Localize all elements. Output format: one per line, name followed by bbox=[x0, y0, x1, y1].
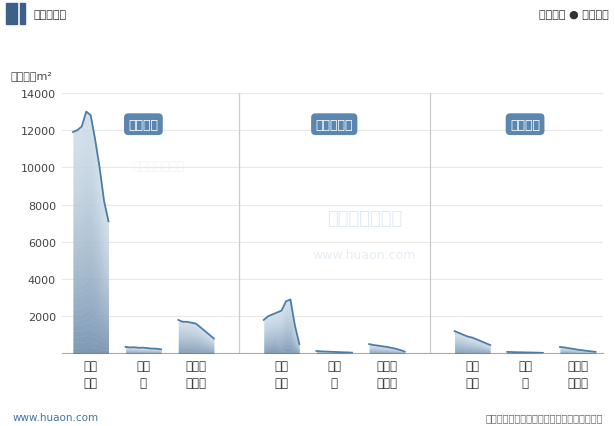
Bar bbox=[20, 4, 25, 26]
Text: 新开工面积: 新开工面积 bbox=[315, 118, 353, 131]
Text: www.huaon.com: www.huaon.com bbox=[313, 248, 416, 261]
Text: 单位：万m²: 单位：万m² bbox=[10, 71, 52, 81]
Text: 华经情报网: 华经情报网 bbox=[34, 10, 67, 20]
Text: 竣工面积: 竣工面积 bbox=[510, 118, 540, 131]
Text: 华经产业研究院: 华经产业研究院 bbox=[133, 160, 185, 173]
Text: 施工面积: 施工面积 bbox=[129, 118, 159, 131]
Text: 华经产业研究院: 华经产业研究院 bbox=[327, 210, 402, 227]
Text: 专业严谨 ● 客观科学: 专业严谨 ● 客观科学 bbox=[539, 10, 609, 20]
Text: 2016-2024年1-10月吉林省房地产施工面积情况: 2016-2024年1-10月吉林省房地产施工面积情况 bbox=[167, 44, 448, 62]
Bar bbox=[6, 4, 17, 26]
Text: www.huaon.com: www.huaon.com bbox=[12, 412, 98, 422]
Text: 数据来源：国家统计局；华经产业研究院整理: 数据来源：国家统计局；华经产业研究院整理 bbox=[485, 412, 603, 422]
